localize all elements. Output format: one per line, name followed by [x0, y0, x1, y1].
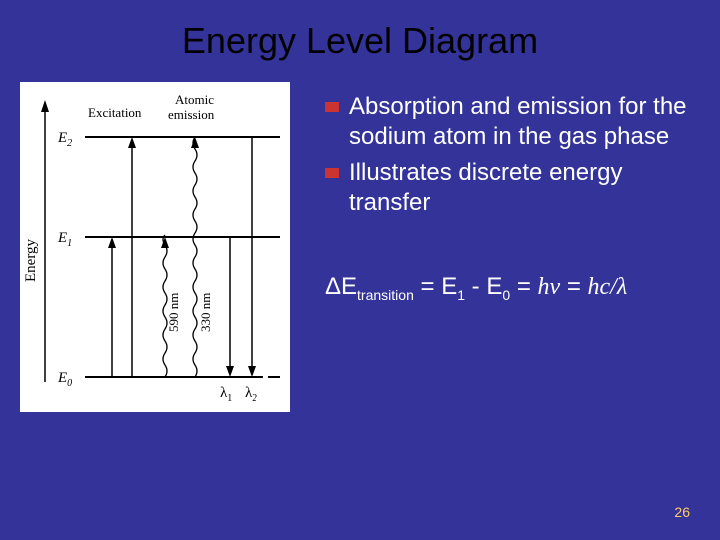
energy-level-diagram: Energy E2 E1 E0 Excitation Atomic emissi… — [20, 82, 290, 412]
level-e1-label: E1 — [57, 230, 72, 249]
bullet-2: Illustrates discrete energy transfer — [325, 158, 690, 218]
energy-axis-label: Energy — [23, 238, 39, 282]
bullet-1: Absorption and emission for the sodium a… — [325, 92, 690, 152]
equation-text: ΔEtransition = E1 - E0 = hν = hc/λ — [325, 273, 690, 303]
nm330-label: 330 nm — [198, 293, 213, 332]
lambda1-label: λ1 — [220, 385, 232, 404]
bullet-list: Absorption and emission for the sodium a… — [290, 82, 690, 412]
atomic-label: Atomic — [175, 92, 214, 107]
page-number: 26 — [674, 504, 690, 520]
excitation-label: Excitation — [88, 105, 142, 120]
level-e2-label: E2 — [57, 130, 72, 149]
content-area: Energy E2 E1 E0 Excitation Atomic emissi… — [0, 62, 720, 412]
slide-title: Energy Level Diagram — [0, 0, 720, 62]
level-e0-label: E0 — [57, 370, 72, 389]
nm590-label: 590 nm — [166, 293, 181, 332]
brace-icon: } — [250, 227, 280, 407]
emission-label: emission — [168, 107, 215, 122]
